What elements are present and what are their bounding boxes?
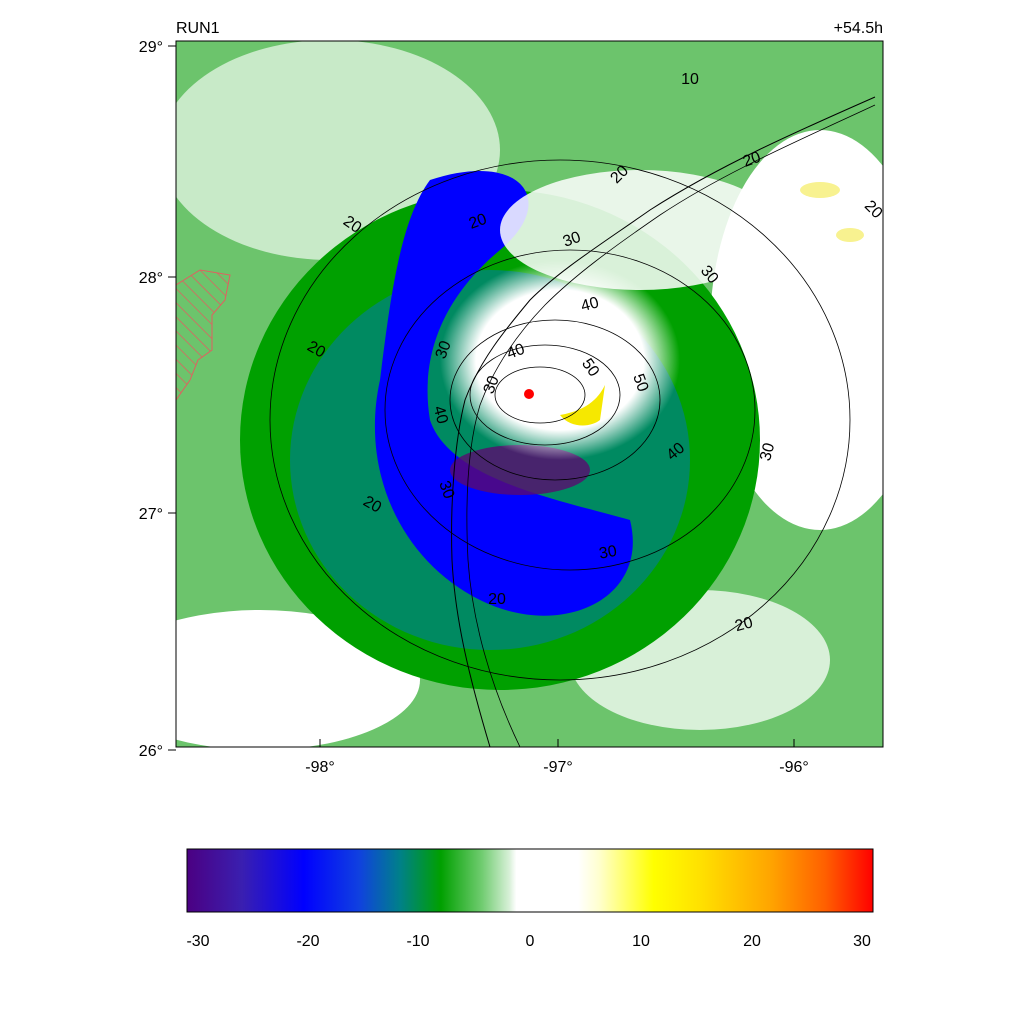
storm-center-marker — [524, 389, 534, 399]
coastline — [451, 96, 876, 747]
contour-label: 20 — [488, 591, 506, 608]
contour-inner-3 — [449, 319, 661, 481]
lat-label: 27° — [139, 506, 163, 523]
lat-label: 29° — [139, 39, 163, 56]
colorbar-tick-label: 30 — [853, 933, 871, 950]
contour-label: 20 — [467, 211, 490, 233]
contour-label: 30 — [481, 374, 503, 397]
contour-outer — [269, 159, 851, 681]
white-eye-region — [440, 260, 680, 460]
colorbar-tick-label: 20 — [743, 933, 761, 950]
map-field — [176, 41, 883, 747]
lon-label: -98° — [305, 759, 335, 776]
contour-label: 30 — [757, 441, 778, 463]
contour-mid — [384, 249, 756, 571]
colorbar-tick-label: -20 — [296, 933, 319, 950]
lat-label: 28° — [139, 270, 163, 287]
pressure-contours — [269, 159, 851, 681]
blue-band — [374, 170, 633, 616]
barrier-island — [466, 104, 876, 747]
map-title-right: +54.5h — [834, 20, 883, 37]
colorbar-tick-label: 10 — [632, 933, 650, 950]
contour-label: 30 — [435, 479, 457, 502]
contour-label: 10 — [681, 71, 699, 88]
lon-label: -96° — [779, 759, 809, 776]
longitude-axis: -98° -97° -96° — [305, 739, 809, 776]
map-title-left: RUN1 — [176, 20, 220, 37]
hatched-missing-region — [176, 269, 231, 401]
colorbar-tick-labels: -30 -20 -10 0 10 20 30 — [186, 933, 871, 950]
colorbar-tick-label: -30 — [186, 933, 209, 950]
contour-inner-1 — [494, 366, 586, 424]
colorbar-tick-label: 0 — [526, 933, 535, 950]
yellow-patch-e — [836, 228, 864, 242]
contour-label: 20 — [741, 149, 764, 171]
contour-label: 20 — [304, 338, 328, 362]
map-frame — [175, 40, 884, 748]
contour-label: 40 — [579, 294, 601, 315]
contour-label: 30 — [561, 229, 584, 251]
yellow-patch-ne — [800, 182, 840, 198]
contour-label: 40 — [505, 341, 528, 363]
lat-label: 26° — [139, 743, 163, 760]
contour-label: 40 — [430, 404, 451, 426]
contour-label: 20 — [360, 493, 384, 517]
contour-label: 30 — [598, 543, 619, 563]
white-band-north — [500, 170, 780, 290]
colorbar-tick-label: -10 — [406, 933, 429, 950]
contour-label: 50 — [629, 372, 651, 395]
contour-label: 20 — [733, 614, 755, 635]
contour-label: 30 — [433, 339, 455, 362]
latitude-axis: 29° 28° 27° 26° — [139, 39, 176, 760]
lon-label: -97° — [543, 759, 573, 776]
contour-inner-2 — [469, 344, 621, 446]
colorbar — [186, 848, 874, 913]
